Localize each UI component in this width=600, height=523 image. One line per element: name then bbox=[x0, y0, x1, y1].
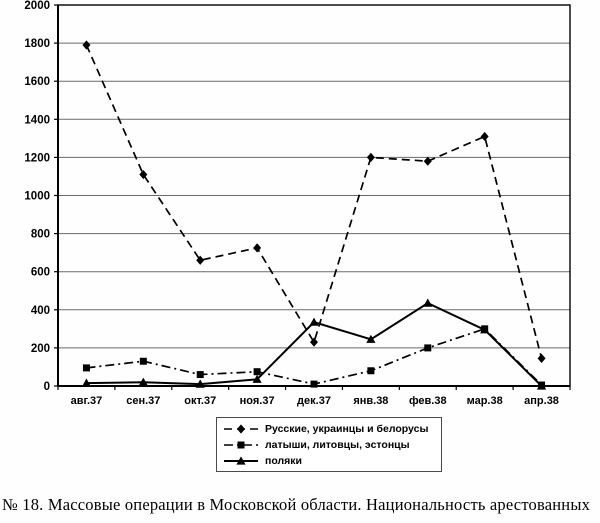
y-axis-tick-label: 1800 bbox=[24, 38, 50, 50]
y-axis-tick-label: 800 bbox=[31, 229, 50, 241]
x-axis-tick-label: дек.37 bbox=[297, 395, 331, 407]
x-axis-tick-label: янв.38 bbox=[353, 395, 388, 407]
triangle-marker bbox=[309, 317, 319, 326]
x-axis-tick-label: мар.38 bbox=[467, 395, 503, 407]
triangle-marker bbox=[423, 298, 433, 307]
y-axis-tick-label: 1600 bbox=[24, 76, 50, 88]
x-axis-tick-label: апр.38 bbox=[524, 395, 559, 407]
x-axis-tick-label: ноя.37 bbox=[240, 395, 275, 407]
diamond-marker bbox=[423, 156, 432, 166]
triangle-marker bbox=[138, 377, 148, 386]
chart-legend: Русские, украинцы и белорусы латыши, лито… bbox=[216, 417, 442, 472]
triangle-marker bbox=[81, 378, 92, 387]
square-marker bbox=[367, 367, 375, 375]
y-axis-tick-label: 400 bbox=[31, 305, 50, 317]
diamond-marker bbox=[82, 40, 91, 50]
x-axis-tick-label: фев.38 bbox=[409, 395, 447, 407]
legend-label: латыши, литовцы, эстонцы bbox=[265, 438, 410, 451]
x-axis-tick-label: авг.37 bbox=[71, 395, 103, 407]
y-axis-tick-label: 1400 bbox=[24, 114, 50, 126]
y-axis-tick-label: 1200 bbox=[24, 152, 50, 164]
legend-label: поляки bbox=[265, 454, 303, 467]
square-marker bbox=[82, 364, 90, 372]
y-axis-tick-label: 0 bbox=[44, 381, 50, 393]
legend-triangle-marker bbox=[236, 455, 246, 465]
x-axis-tick-label: окт.37 bbox=[184, 395, 216, 407]
y-axis-tick-label: 200 bbox=[31, 343, 50, 355]
triangle-marker bbox=[366, 334, 376, 343]
diamond-marker bbox=[537, 353, 546, 363]
y-axis-tick-label: 2000 bbox=[24, 0, 50, 12]
legend-square-marker bbox=[237, 441, 245, 448]
figure-caption: № 18. Массовые операции в Московской обл… bbox=[2, 495, 591, 514]
legend-item-triangle: поляки bbox=[223, 453, 435, 468]
diamond-marker bbox=[196, 255, 205, 265]
triangle-marker bbox=[195, 379, 205, 388]
diamond-marker bbox=[366, 152, 375, 162]
series-line-square bbox=[86, 327, 543, 386]
square-marker bbox=[196, 371, 204, 379]
legend-item-square: латыши, литовцы, эстонцы bbox=[223, 437, 435, 452]
y-axis-tick-label: 600 bbox=[31, 267, 50, 279]
diamond-marker bbox=[139, 169, 148, 180]
series-line-diamond bbox=[85, 44, 543, 359]
triangle-marker bbox=[536, 381, 547, 390]
diamond-marker bbox=[253, 243, 262, 253]
diamond-marker bbox=[310, 337, 318, 347]
x-axis-tick-label: сен.37 bbox=[126, 395, 160, 407]
legend-item-diamond: Русские, украинцы и белорусы bbox=[223, 421, 435, 436]
square-marker bbox=[253, 368, 261, 376]
line-chart-plot: 0 200 400 600 800 1000 1200 1400 1600 1800 2000 авг… bbox=[24, 0, 571, 407]
triangle-marker bbox=[252, 374, 262, 383]
legend-diamond-marker bbox=[237, 423, 245, 434]
y-axis-tick-label: 1000 bbox=[24, 191, 50, 203]
square-marker bbox=[424, 344, 432, 352]
triangle-marker bbox=[480, 325, 490, 334]
legend-label: Русские, украинцы и белорусы bbox=[265, 422, 429, 435]
square-marker-icon bbox=[224, 441, 258, 448]
square-marker bbox=[310, 380, 318, 388]
diamond-marker bbox=[480, 131, 489, 142]
square-marker bbox=[139, 357, 147, 365]
triangle-marker-icon bbox=[224, 455, 258, 465]
diamond-marker-icon bbox=[224, 423, 258, 434]
